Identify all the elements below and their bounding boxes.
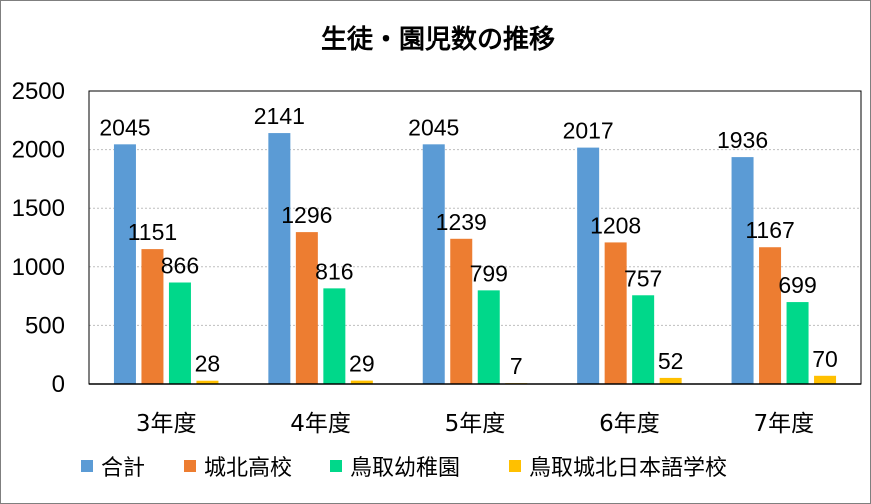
x-category-label: 7年度 — [753, 411, 814, 437]
data-label: 2141 — [254, 103, 305, 129]
x-category-label: 3年度 — [136, 411, 197, 437]
data-label: 699 — [778, 272, 816, 298]
legend-swatch — [184, 460, 196, 472]
bar-3-4 — [814, 375, 837, 384]
y-tick-label: 500 — [25, 312, 65, 339]
data-label: 7 — [510, 353, 523, 379]
data-label: 70 — [812, 346, 838, 372]
bar-1-2 — [450, 238, 473, 384]
bar-1-3 — [604, 242, 627, 384]
y-tick-label: 0 — [52, 371, 65, 398]
x-category-label: 4年度 — [290, 411, 351, 437]
data-label: 1167 — [745, 217, 794, 243]
y-axis-ticks: 0 500 1000 1500 2000 2500 — [12, 78, 65, 398]
y-tick-label: 1000 — [12, 254, 65, 281]
gridlines — [89, 149, 861, 326]
bars — [113, 133, 837, 384]
bar-0-0 — [113, 144, 136, 384]
bar-2-2 — [477, 290, 500, 384]
bar-0-4 — [731, 157, 754, 384]
data-label: 757 — [624, 265, 662, 291]
data-label: 1151 — [128, 219, 177, 245]
legend-label: 鳥取幼稚園 — [350, 456, 460, 481]
data-label: 28 — [195, 351, 221, 377]
bar-0-3 — [577, 147, 600, 384]
bar-2-3 — [632, 295, 655, 384]
x-axis-categories: 3年度 4年度 5年度 6年度 7年度 — [136, 411, 814, 437]
x-category-label: 6年度 — [599, 411, 660, 437]
bar-1-1 — [295, 232, 318, 384]
chart-title: 生徒・園児数の推移 — [321, 25, 555, 55]
bar-1-0 — [141, 249, 164, 384]
data-label: 2045 — [99, 114, 150, 140]
data-label: 1936 — [717, 127, 768, 153]
bar-2-4 — [786, 302, 809, 384]
data-label: 799 — [470, 260, 508, 286]
data-label: 816 — [315, 258, 353, 284]
legend-item[interactable]: 合計 — [81, 456, 145, 481]
legend-item[interactable]: 城北高校 — [184, 456, 292, 481]
data-label: 1239 — [436, 209, 487, 235]
bar-0-2 — [422, 144, 445, 384]
data-label: 29 — [349, 351, 375, 377]
legend-item[interactable]: 鳥取幼稚園 — [330, 456, 460, 481]
data-labels: 2045 1151 866 28 2141 1296 816 29 2045 1239 799 7 20… — [99, 103, 837, 379]
data-label: 2045 — [408, 114, 459, 140]
legend-swatch — [509, 460, 521, 472]
y-tick-label: 2000 — [12, 137, 65, 164]
bar-3-3 — [659, 377, 682, 384]
legend[interactable]: 合計 城北高校 鳥取幼稚園 鳥取城北日本語学校 — [81, 456, 727, 481]
bar-3-1 — [350, 380, 373, 384]
data-label: 2017 — [563, 118, 614, 144]
data-label: 1296 — [281, 202, 332, 228]
legend-item[interactable]: 鳥取城北日本語学校 — [509, 456, 727, 481]
y-tick-label: 1500 — [12, 195, 65, 222]
y-tick-label: 2500 — [12, 78, 65, 105]
legend-label: 城北高校 — [204, 456, 292, 481]
bar-1-4 — [759, 247, 782, 384]
data-label: 866 — [161, 253, 199, 279]
bar-3-0 — [196, 380, 219, 384]
x-category-label: 5年度 — [445, 411, 506, 437]
legend-label: 鳥取城北日本語学校 — [529, 456, 727, 481]
legend-swatch — [330, 460, 342, 472]
data-label: 52 — [658, 348, 684, 374]
bar-2-0 — [168, 282, 191, 384]
bar-0-1 — [268, 133, 291, 384]
bar-2-1 — [323, 288, 346, 384]
legend-label: 合計 — [101, 456, 145, 481]
data-label: 1208 — [590, 212, 641, 238]
legend-swatch — [81, 460, 93, 472]
